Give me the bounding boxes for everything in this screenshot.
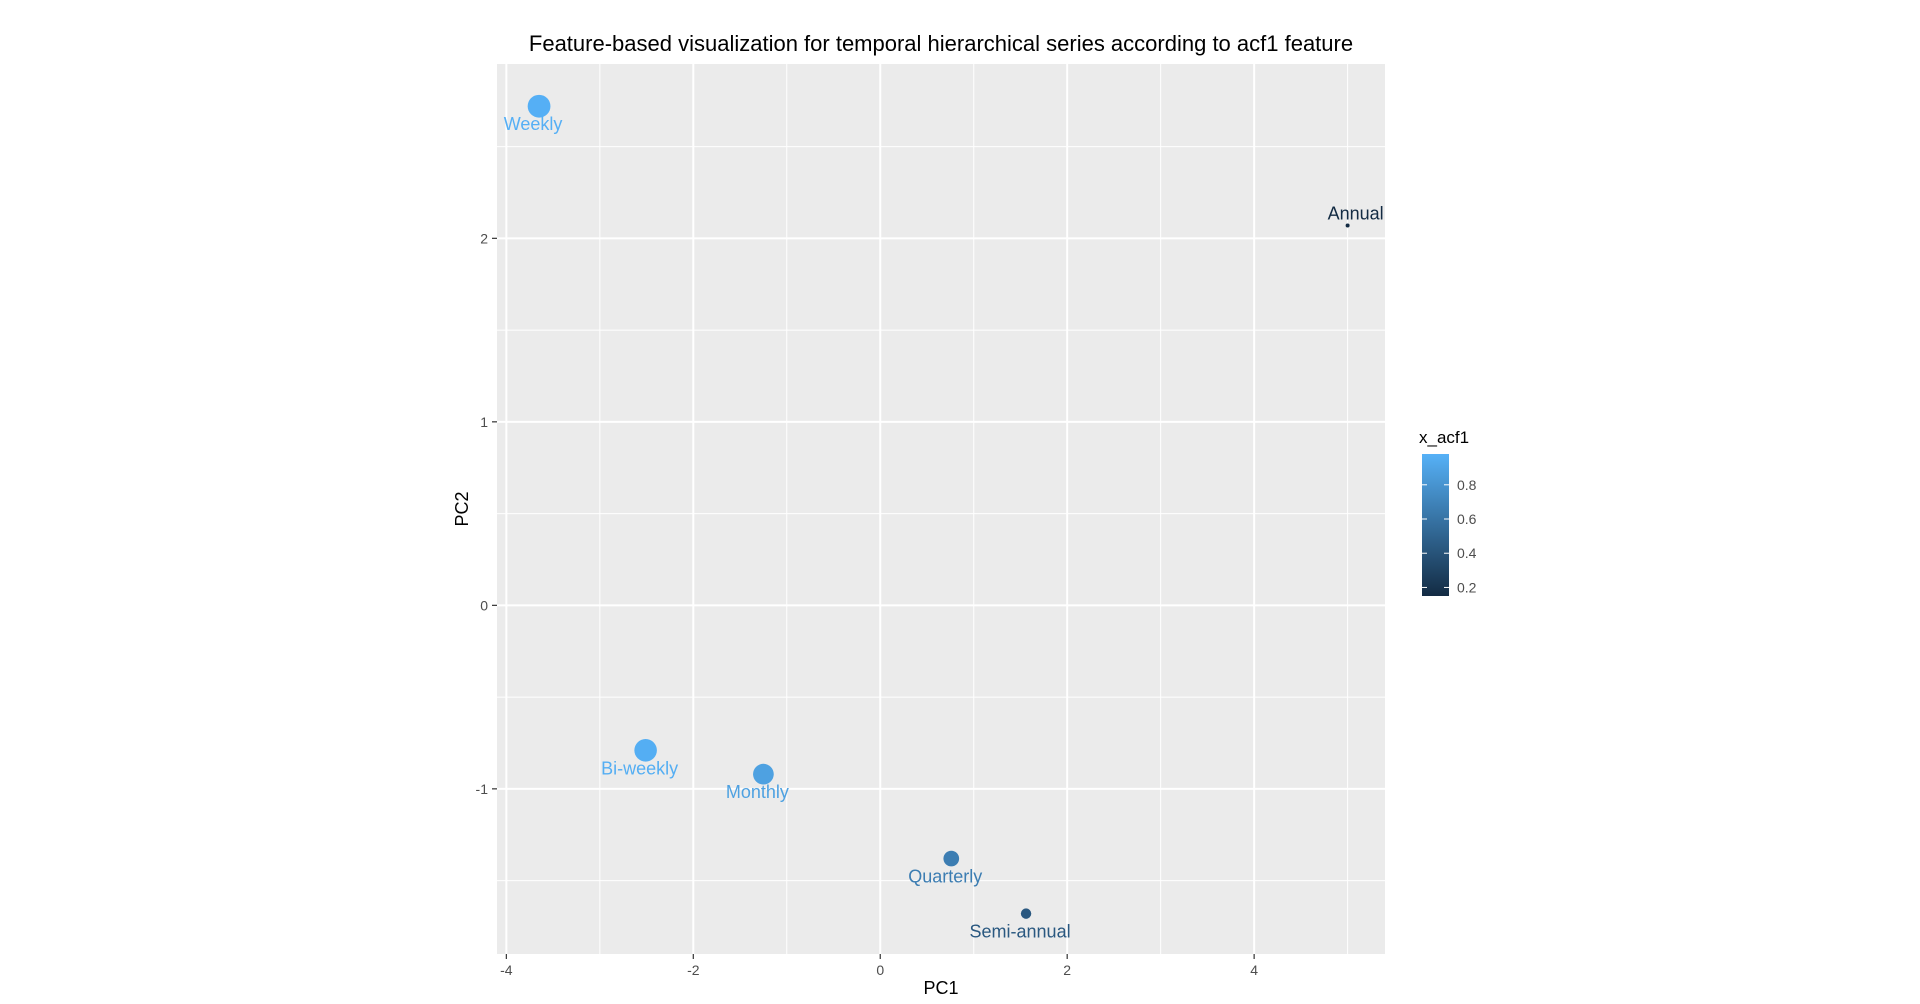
point-label: Bi-weekly bbox=[601, 758, 678, 778]
data-point bbox=[1020, 908, 1032, 919]
x-axis-label: PC1 bbox=[923, 978, 958, 998]
data-points: Weekly Bi-weekly Monthly Quarterly Semi-annu… bbox=[504, 94, 1384, 942]
data-point bbox=[753, 763, 774, 785]
x-tick-label: -4 bbox=[500, 962, 513, 978]
data-point bbox=[634, 739, 657, 762]
x-tick-label: -2 bbox=[687, 962, 700, 978]
legend-tick-label: 0.8 bbox=[1457, 477, 1477, 493]
x-tick-label: 4 bbox=[1250, 962, 1258, 978]
color-legend: x_acf1 0.8 0.6 0.4 0.2 bbox=[1419, 428, 1477, 596]
x-tick-label: 2 bbox=[1063, 962, 1071, 978]
y-tick-label: 2 bbox=[480, 230, 488, 246]
x-tick-label: 0 bbox=[876, 962, 884, 978]
point-label: Semi-annual bbox=[970, 922, 1071, 942]
point-label: Weekly bbox=[504, 114, 563, 134]
y-tick-label: -1 bbox=[476, 781, 489, 797]
legend-tick-label: 0.6 bbox=[1457, 511, 1477, 527]
data-point bbox=[527, 94, 551, 118]
legend-tick-label: 0.4 bbox=[1457, 545, 1477, 561]
data-point bbox=[943, 850, 960, 867]
legend-title: x_acf1 bbox=[1419, 428, 1469, 447]
y-axis-label: PC2 bbox=[452, 491, 472, 526]
legend-colorbar bbox=[1422, 454, 1449, 596]
point-label: Annual bbox=[1328, 203, 1384, 223]
point-label: Quarterly bbox=[908, 867, 982, 887]
data-point bbox=[1345, 223, 1350, 228]
y-tick-label: 1 bbox=[480, 414, 488, 430]
axes: -4 -2 0 2 4 -1 0 1 2 bbox=[476, 230, 1259, 978]
y-tick-label: 0 bbox=[480, 597, 488, 613]
chart-title: Feature-based visualization for temporal… bbox=[529, 31, 1353, 56]
grid-lines bbox=[497, 64, 1385, 954]
legend-tick-label: 0.2 bbox=[1457, 579, 1477, 595]
point-label: Monthly bbox=[726, 782, 789, 802]
plot-panel bbox=[497, 64, 1385, 954]
